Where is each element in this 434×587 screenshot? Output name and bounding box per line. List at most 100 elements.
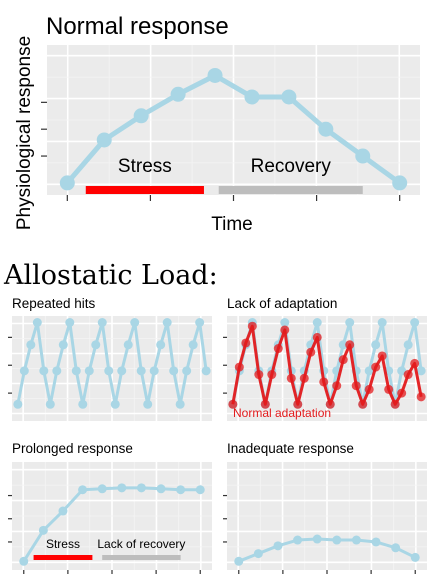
normal-response-data-point: [171, 87, 186, 102]
repeated-hits-data-point: [137, 366, 146, 375]
repeated-hits-data-point: [46, 400, 55, 409]
normal-response-data-point: [318, 122, 333, 137]
lack-adaptation-data-point: [267, 370, 276, 379]
prolonged-response-data-point: [98, 484, 107, 493]
lack-adaptation-data-point: [254, 370, 263, 379]
prolonged-response-annotation-label: Lack of recovery: [97, 537, 185, 551]
main-chart-title: Normal response: [46, 13, 229, 40]
lack-adaptation-data-point: [287, 374, 296, 383]
normal-response-data-point: [281, 89, 296, 104]
prolonged-response-data-point: [58, 507, 67, 516]
prolonged-response-data-point: [117, 483, 126, 492]
inadequate-response-data-point: [332, 536, 341, 545]
repeated-hits-data-point: [65, 318, 74, 327]
lack-adaptation-data-point: [410, 359, 419, 368]
lack-adaptation-data-point: [378, 318, 387, 327]
prolonged-response-data-point: [176, 485, 185, 494]
repeated-hits-data-point: [189, 340, 198, 349]
repeated-hits-data-point: [176, 400, 185, 409]
lack-adaptation-data-point: [313, 333, 322, 342]
lack-adaptation-data-point: [345, 318, 354, 327]
inadequate-response-data-point: [254, 549, 263, 558]
inadequate-response-data-point: [293, 536, 302, 545]
lack-adaptation-data-point: [371, 340, 380, 349]
inadequate-response-panel: [223, 462, 427, 574]
inadequate-response-data-point: [411, 553, 420, 562]
lack-adaptation-data-point: [339, 355, 348, 364]
lack-adaptation-series-label: Normal adaptation: [233, 406, 331, 420]
lack-adaptation-data-point: [410, 318, 419, 327]
lack-adaptation-panel: Normal adaptation: [223, 316, 427, 421]
repeated-hits-data-point: [104, 366, 113, 375]
repeated-hits-data-point: [72, 366, 81, 375]
prolonged-response-data-point: [137, 483, 146, 492]
lack-adaptation-data-point: [417, 392, 426, 401]
repeated-hits-data-point: [169, 366, 178, 375]
repeated-hits-data-point: [143, 400, 152, 409]
repeated-hits-data-point: [163, 318, 172, 327]
prolonged-response-data-point: [39, 526, 48, 535]
prolonged-response-annotation-bar: [34, 555, 93, 560]
lack-adaptation-data-point: [319, 377, 328, 386]
repeated-hits-data-point: [98, 318, 107, 327]
repeated-hits-data-point: [78, 400, 87, 409]
prolonged-response-annotation-label: Stress: [46, 537, 80, 551]
repeated-hits-data-point: [195, 318, 204, 327]
repeated-hits-data-point: [130, 318, 139, 327]
inadequate-response-data-point: [352, 536, 361, 545]
normal-response-data-point: [60, 175, 75, 190]
prolonged-response-data-point: [196, 485, 205, 494]
lack-adaptation-data-point: [248, 322, 257, 331]
main-chart-ylabel: Physiological response: [14, 36, 35, 230]
lack-adaptation-data-point: [345, 340, 354, 349]
repeated-hits-data-point: [182, 366, 191, 375]
lack-adaptation-data-point: [397, 389, 406, 398]
normal-response-annotation-bar: [86, 186, 204, 194]
lack-adaptation-data-point: [391, 400, 400, 409]
normal-response-data-point: [134, 108, 149, 123]
lack-adaptation-data-point: [313, 318, 322, 327]
lack-adaptation-data-point: [332, 381, 341, 390]
inadequate-response-data-point: [391, 543, 400, 552]
normal-response-data-point: [355, 149, 370, 164]
repeated-hits-data-point: [156, 340, 165, 349]
lack-adaptation-data-point: [280, 325, 289, 334]
repeated-hits-data-point: [59, 340, 68, 349]
prolonged-response-data-point: [157, 484, 166, 493]
lack-adaptation-data-point: [365, 385, 374, 394]
repeated-hits-data-point: [52, 366, 61, 375]
repeated-hits-data-point: [13, 400, 22, 409]
lack-adaptation-title: Lack of adaptation: [227, 296, 337, 311]
lack-adaptation-data-point: [300, 374, 309, 383]
normal-response-data-point: [208, 68, 223, 83]
section-title: Allostatic Load:: [3, 260, 218, 291]
prolonged-response-annotation-bar: [102, 555, 180, 560]
inadequate-response-data-point: [372, 537, 381, 546]
main-chart-xlabel: Time: [211, 214, 253, 235]
repeated-hits-data-point: [33, 318, 42, 327]
lack-adaptation-data-point: [378, 351, 387, 360]
inadequate-response-data-point: [273, 541, 282, 550]
repeated-hits-data-point: [202, 366, 211, 375]
repeated-hits-data-point: [85, 366, 94, 375]
prolonged-response-data-point: [19, 557, 28, 566]
lack-adaptation-data-point: [384, 385, 393, 394]
repeated-hits-data-point: [117, 366, 126, 375]
lack-adaptation-data-point: [235, 363, 244, 372]
normal-response-annotation-label: Recovery: [251, 156, 332, 177]
inadequate-response-data-point: [234, 557, 243, 566]
repeated-hits-data-point: [26, 340, 35, 349]
lack-adaptation-data-point: [241, 338, 250, 347]
repeated-hits-data-point: [39, 366, 48, 375]
prolonged-response-title: Prolonged response: [12, 441, 133, 456]
inadequate-response-title: Inadequate response: [227, 441, 354, 456]
lack-adaptation-data-point: [371, 363, 380, 372]
lack-adaptation-data-point: [358, 400, 367, 409]
repeated-hits-data-point: [20, 366, 29, 375]
repeated-hits-data-point: [124, 340, 133, 349]
repeated-hits-data-point: [91, 340, 100, 349]
normal-response-data-point: [97, 132, 112, 147]
prolonged-response-data-point: [78, 485, 87, 494]
normal-response-data-point: [392, 175, 407, 190]
